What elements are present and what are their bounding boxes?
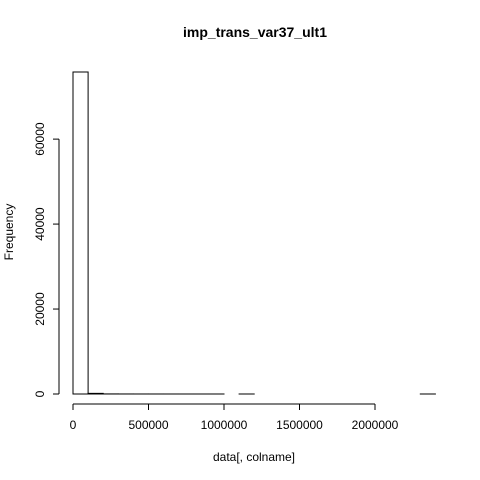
chart-title: imp_trans_var37_ult1: [183, 24, 327, 40]
y-tick-label: 60000: [33, 122, 47, 156]
histogram-bar: [87, 392, 104, 395]
x-tick-label: 2000000: [352, 418, 399, 432]
y-axis: 0 20000 40000 60000: [33, 122, 60, 397]
x-axis: 0 500000 1000000 1500000 2000000: [70, 403, 399, 432]
x-axis-label: data[, colname]: [213, 450, 295, 464]
bars-group: [72, 71, 436, 395]
y-tick-label: 40000: [33, 207, 47, 241]
y-tick-label: 0: [33, 390, 47, 397]
x-tick-label: 0: [70, 418, 77, 432]
y-axis-label: Frequency: [2, 204, 16, 261]
x-tick-label: 1500000: [276, 418, 323, 432]
x-tick-label: 500000: [128, 418, 168, 432]
y-tick-label: 20000: [33, 292, 47, 326]
histogram-bar: [72, 71, 89, 395]
x-tick-label: 1000000: [201, 418, 248, 432]
